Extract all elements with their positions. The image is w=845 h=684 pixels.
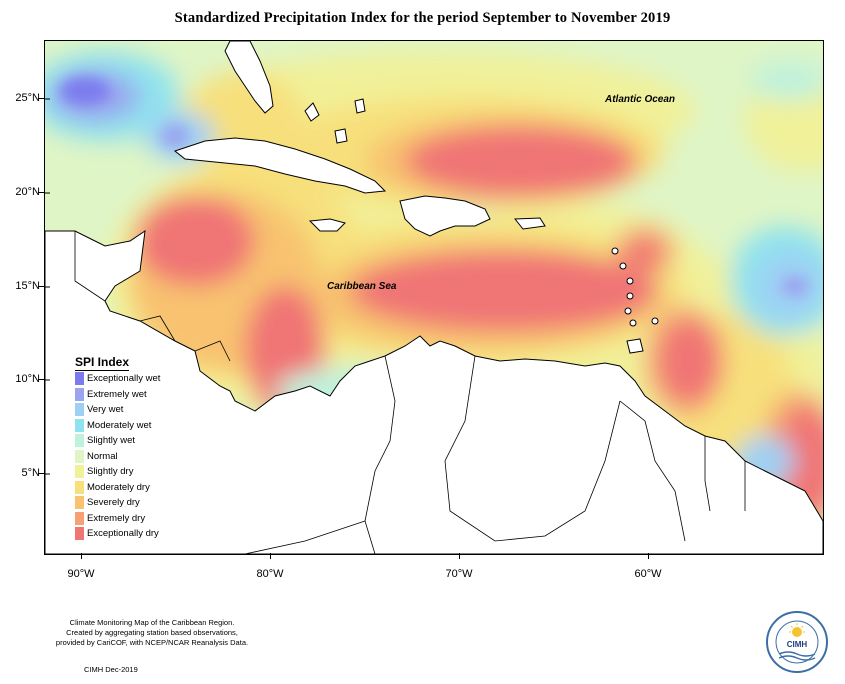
spi-map-svg [45, 41, 823, 554]
legend-label: Exceptionally wet [84, 372, 174, 386]
legend-swatch [75, 496, 84, 510]
legend-item: Slightly dry [75, 464, 174, 480]
legend-label: Moderately dry [84, 480, 174, 494]
land-masses [45, 41, 823, 554]
y-tick [38, 473, 44, 474]
frame-ticks [45, 98, 50, 475]
legend-swatch [75, 403, 84, 417]
legend-swatch [75, 527, 84, 541]
legend-item: Exceptionally dry [75, 526, 174, 542]
y-tick [38, 286, 44, 287]
legend-label: Slightly wet [84, 434, 174, 448]
footer-notes: Climate Monitoring Map of the Caribbean … [32, 618, 272, 648]
y-tick-label: 5°N [21, 467, 40, 479]
country-borders [74, 231, 746, 554]
x-tick-label: 70°W [445, 568, 473, 580]
legend-item: Slightly wet [75, 433, 174, 449]
legend-item: Extremely wet [75, 387, 174, 403]
footer-line: provided by CariCOF, with NCEP/NCAR Rean… [55, 638, 249, 647]
logo-text: CIMH [787, 640, 808, 649]
lesser-antilles [611, 247, 659, 327]
y-tick-label: 20°N [15, 186, 40, 198]
legend-swatch [75, 465, 84, 479]
map-title: Standardized Precipitation Index for the… [174, 10, 671, 26]
cimh-logo: CIMH [765, 610, 829, 674]
legend-label: Extremely dry [84, 511, 174, 525]
spi-map: Atlantic Ocean Caribbean Sea SPI Index E… [44, 40, 824, 555]
legend-swatch [75, 372, 84, 386]
legend-item: Normal [75, 449, 174, 465]
legend-label: Exceptionally dry [84, 527, 174, 541]
legend-swatch [75, 387, 84, 401]
caribbean-sea-label: Caribbean Sea [327, 281, 397, 292]
y-tick-label: 15°N [15, 280, 40, 292]
footer-line: Created by aggregating station based obs… [66, 628, 238, 637]
x-tick-label: 90°W [67, 568, 95, 580]
y-tick-label: 25°N [15, 92, 40, 104]
legend-label: Very wet [84, 403, 174, 417]
legend-rows: Exceptionally wet Extremely wet Very wet Mo… [75, 371, 174, 542]
legend-title: SPI Index [75, 355, 130, 371]
x-tick [270, 553, 271, 559]
legend-label: Severely dry [84, 496, 174, 510]
legend-item: Very wet [75, 402, 174, 418]
atlantic-ocean-label: Atlantic Ocean [605, 94, 676, 105]
legend-item: Exceptionally wet [75, 371, 174, 387]
y-tick [38, 192, 44, 193]
legend-label: Moderately wet [84, 418, 174, 432]
legend-label: Normal [84, 449, 174, 463]
legend-label: Extremely wet [84, 387, 174, 401]
legend: SPI Index Exceptionally wet Extremely wet… [75, 353, 174, 542]
x-tick [81, 553, 82, 559]
y-tick [38, 98, 44, 99]
legend-swatch [75, 434, 84, 448]
legend-item: Severely dry [75, 495, 174, 511]
x-tick-label: 80°W [256, 568, 284, 580]
legend-swatch [75, 480, 84, 494]
footer-line: Climate Monitoring Map of the Caribbean … [69, 618, 235, 627]
y-tick [38, 379, 44, 380]
legend-swatch [75, 511, 84, 525]
cimh-logo-svg: CIMH [766, 611, 828, 673]
legend-item: Moderately dry [75, 480, 174, 496]
legend-swatch [75, 449, 84, 463]
x-tick [648, 553, 649, 559]
legend-item: Moderately wet [75, 418, 174, 434]
footer-credit: CIMH Dec-2019 [84, 665, 138, 674]
y-tick-label: 10°N [15, 373, 40, 385]
x-tick [459, 553, 460, 559]
legend-item: Extremely dry [75, 511, 174, 527]
legend-swatch [75, 418, 84, 432]
legend-label: Slightly dry [84, 465, 174, 479]
x-tick-label: 60°W [634, 568, 662, 580]
